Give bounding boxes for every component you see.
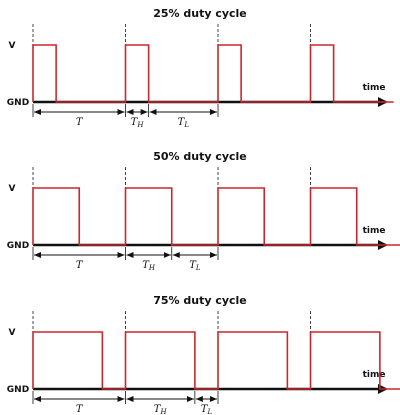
panel-1-high-time-label: TH [131,117,145,129]
panel-3-high-time-label: TH [154,404,168,415]
panel-3-time-label: time [363,370,386,380]
panel-3-gnd-level-label: GND [7,385,29,395]
panel-1-high-level-label: V [9,41,16,51]
panel-3-pwm-waveform [32,331,400,390]
panel-1-pwm-waveform [32,44,394,103]
panel-2-gnd-level-label: GND [7,241,29,251]
panel-1-time-label: time [363,83,386,93]
panel-2-high-level-label: V [9,184,16,194]
panel-3-period-label: T [76,404,84,415]
panel-3-title: 75% duty cycle [153,294,247,307]
panel-1-period-label: T [76,117,84,128]
panel-1-gnd-level-label: GND [7,98,29,108]
panel-2-period-label: T [76,260,84,271]
panel-2-time-label: time [363,226,386,236]
panel-2-pwm-waveform [32,187,400,246]
panel-2-high-time-label: TH [142,260,156,272]
panel-2-title: 50% duty cycle [153,150,247,163]
panel-1-title: 25% duty cycle [153,7,247,20]
panel-1-low-time-label: TL [178,117,190,129]
panel-3-high-level-label: V [9,328,16,338]
panel-2-low-time-label: TL [189,260,201,272]
panel-3-low-time-label: TL [201,404,213,415]
